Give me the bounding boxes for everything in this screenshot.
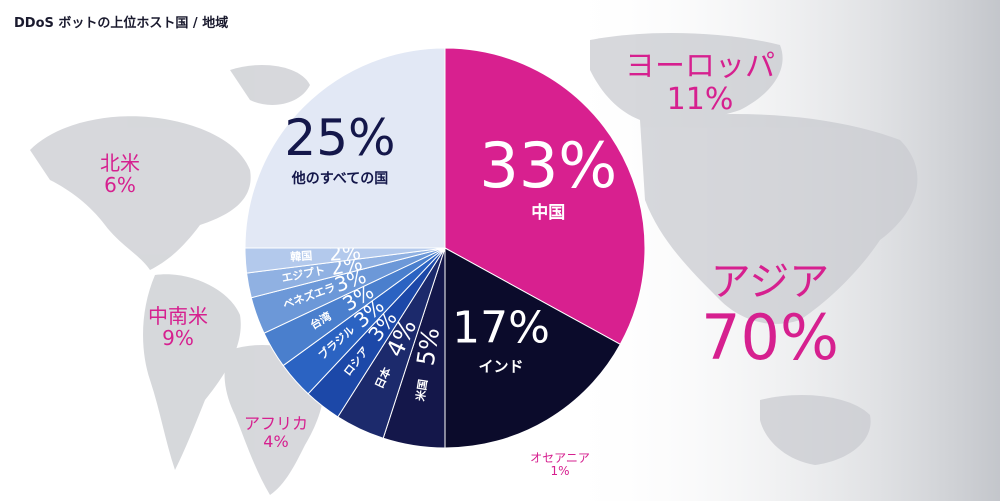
region-africa: アフリカ 4% [244, 415, 308, 450]
region-oceania: オセアニア 1% [530, 451, 590, 479]
slice-label-india: インド [478, 358, 523, 376]
region-name: オセアニア [530, 451, 590, 465]
europe-shape [590, 33, 783, 122]
region-name: アジア [710, 259, 830, 305]
region-percent: 4% [263, 431, 289, 451]
pie-slice-china [444, 47, 646, 346]
region-percent: 11% [666, 82, 734, 117]
slice-percent-china: 33% [479, 129, 617, 202]
slice-percent-all-other: 25% [284, 109, 395, 167]
region-percent: 1% [550, 464, 570, 479]
region-percent: 9% [162, 326, 194, 350]
region-percent: 6% [104, 173, 136, 197]
slice-label-korea: 韓国 [290, 248, 313, 263]
region-north-america: 北米 6% [100, 152, 140, 196]
region-name: 北米 [100, 151, 140, 175]
south-america-shape [143, 274, 241, 470]
chart-title: DDoS ボットの上位ホスト国 / 地域 [14, 16, 229, 31]
slice-label-all-other: 他のすべての国 [291, 170, 388, 187]
region-name: アフリカ [243, 414, 309, 433]
oceania-shape [760, 395, 871, 465]
region-name: ヨーロッパ [625, 49, 775, 84]
slice-label-china: 中国 [531, 202, 565, 223]
greenland-shape [230, 65, 310, 105]
region-name: 中南米 [148, 304, 208, 328]
region-percent: 70% [701, 301, 839, 374]
pie-slice-india [444, 247, 621, 449]
region-europe: ヨーロッパ 11% [625, 50, 775, 116]
pie-slice-all-other [244, 47, 446, 249]
region-asia: アジア 70% [701, 260, 839, 372]
world-map [30, 33, 918, 495]
slice-percent-india: 17% [452, 303, 550, 354]
slice-label-usa: 米国 [413, 378, 430, 403]
pie-chart: 33%中国17%インド5%米国4%日本3%ロシア3%ブラジル3%台湾3%ベネズエ… [244, 47, 646, 449]
asia-shape [640, 114, 918, 324]
north-america-shape [30, 116, 251, 270]
region-latin-america: 中南米 9% [148, 305, 208, 349]
